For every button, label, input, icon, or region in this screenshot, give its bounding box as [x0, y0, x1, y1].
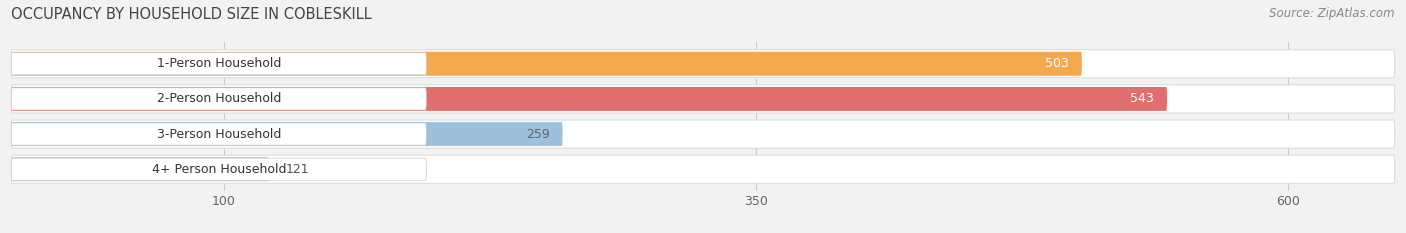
- FancyBboxPatch shape: [11, 88, 426, 110]
- Text: OCCUPANCY BY HOUSEHOLD SIZE IN COBLESKILL: OCCUPANCY BY HOUSEHOLD SIZE IN COBLESKIL…: [11, 7, 373, 22]
- FancyBboxPatch shape: [11, 157, 269, 181]
- FancyBboxPatch shape: [11, 85, 1395, 113]
- FancyBboxPatch shape: [11, 155, 1395, 183]
- FancyBboxPatch shape: [11, 123, 426, 145]
- FancyBboxPatch shape: [11, 52, 1081, 76]
- Text: 543: 543: [1130, 93, 1154, 105]
- FancyBboxPatch shape: [11, 53, 426, 75]
- FancyBboxPatch shape: [11, 87, 1167, 111]
- Text: 4+ Person Household: 4+ Person Household: [152, 163, 285, 176]
- Text: 2-Person Household: 2-Person Household: [156, 93, 281, 105]
- FancyBboxPatch shape: [11, 120, 1395, 148]
- FancyBboxPatch shape: [11, 122, 562, 146]
- FancyBboxPatch shape: [11, 158, 426, 180]
- Text: 121: 121: [285, 163, 309, 176]
- Text: 503: 503: [1045, 57, 1069, 70]
- Text: Source: ZipAtlas.com: Source: ZipAtlas.com: [1270, 7, 1395, 20]
- Text: 1-Person Household: 1-Person Household: [156, 57, 281, 70]
- Text: 3-Person Household: 3-Person Household: [156, 128, 281, 140]
- Text: 259: 259: [526, 128, 550, 140]
- FancyBboxPatch shape: [11, 50, 1395, 78]
